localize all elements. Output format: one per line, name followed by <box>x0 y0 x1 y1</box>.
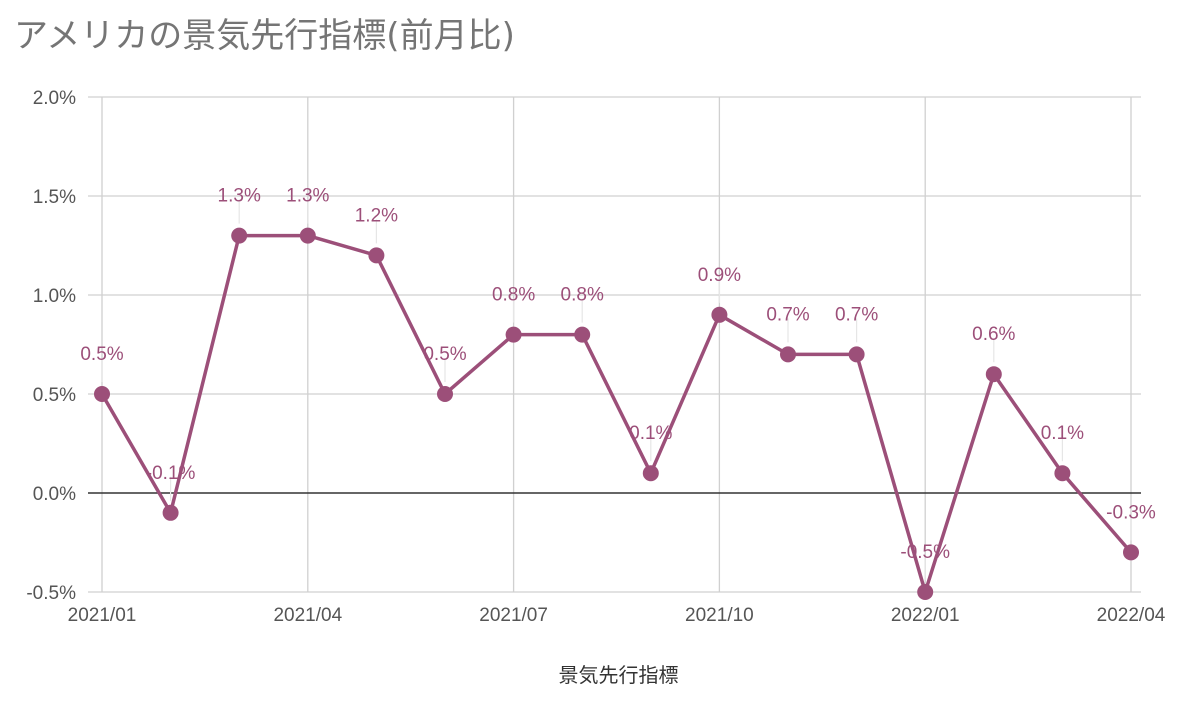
x-tick-label: 2021/07 <box>479 605 548 626</box>
series-line <box>100 233 1133 594</box>
data-point <box>437 386 453 402</box>
data-point <box>711 306 728 323</box>
x-tick-label: 2022/01 <box>891 605 960 626</box>
data-label: 1.2% <box>355 205 398 226</box>
data-point <box>642 465 659 482</box>
x-tick-label: 2021/04 <box>273 605 342 626</box>
data-label: 1.3% <box>218 186 261 207</box>
x-tick-label: 2021/01 <box>68 605 137 626</box>
x-tick-label: 2021/10 <box>685 605 754 626</box>
y-tick-label: 1.0% <box>33 286 76 307</box>
y-tick-label: 0.5% <box>33 385 76 406</box>
data-label: 0.7% <box>835 304 878 325</box>
data-point <box>780 346 796 363</box>
y-tick-label: 1.5% <box>33 187 76 208</box>
y-tick-label: 2.0% <box>33 88 76 109</box>
chart-title: アメリカの景気先行指標(前月比) <box>14 16 515 56</box>
data-label: 0.6% <box>972 324 1015 345</box>
data-label: 0.7% <box>766 304 809 325</box>
data-point <box>231 227 248 244</box>
data-point <box>574 326 591 343</box>
data-label: -0.1% <box>146 463 196 484</box>
x-axis-title: 景気先行指標 <box>559 663 679 687</box>
data-label: 0.5% <box>423 344 466 365</box>
data-point <box>985 366 1002 383</box>
data-label: -0.5% <box>900 542 950 563</box>
data-point <box>368 247 385 264</box>
data-label: 0.1% <box>629 423 672 444</box>
data-point <box>162 504 179 521</box>
data-label: 0.8% <box>561 285 604 306</box>
data-label: 0.9% <box>698 265 741 286</box>
data-label: -0.3% <box>1106 502 1156 523</box>
data-point <box>848 346 865 363</box>
data-point <box>917 584 934 600</box>
data-point <box>1054 465 1071 482</box>
data-label: 0.8% <box>492 285 535 306</box>
data-point <box>299 227 316 244</box>
data-point <box>94 386 110 402</box>
y-tick-label: -0.5% <box>26 583 76 604</box>
data-label: 1.3% <box>286 186 329 207</box>
data-point <box>1123 544 1139 561</box>
data-label: 0.5% <box>80 344 123 365</box>
data-point <box>505 326 522 343</box>
y-tick-label: 0.0% <box>33 484 76 505</box>
data-label: 0.1% <box>1041 423 1084 444</box>
x-tick-label: 2022/04 <box>1097 605 1166 626</box>
